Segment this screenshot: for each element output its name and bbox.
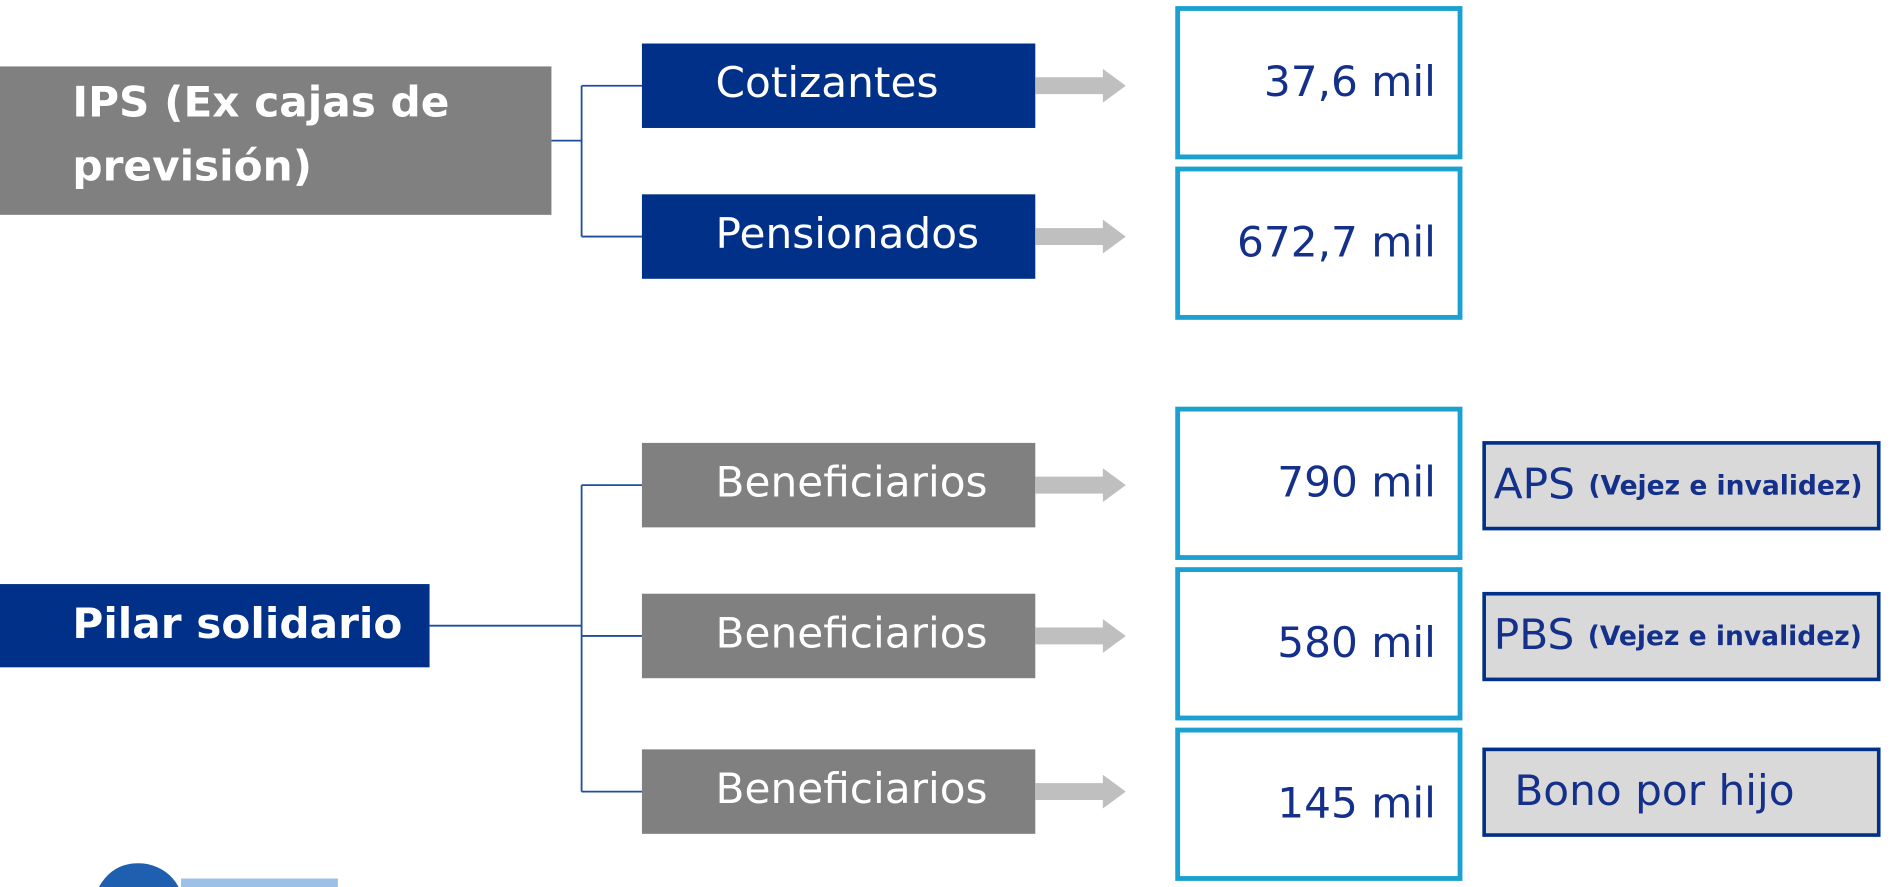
tag: Bono por hijo bbox=[1514, 765, 1794, 814]
branch-box bbox=[641, 749, 1036, 834]
arrow bbox=[1035, 619, 1126, 653]
tag-detail: (Vejez e invalidez) bbox=[1588, 470, 1862, 501]
value-box bbox=[1175, 6, 1463, 160]
tag-box bbox=[1482, 747, 1881, 837]
branch-label: Beneficiarios bbox=[716, 608, 988, 657]
arrow bbox=[1035, 774, 1126, 809]
tag: PBS (Vejez e invalidez) bbox=[1494, 610, 1862, 659]
tag-name: PBS bbox=[1494, 610, 1574, 659]
branch-label: Beneficiarios bbox=[716, 458, 988, 507]
tag-name: APS bbox=[1494, 459, 1575, 508]
group-label: Pilar solidario bbox=[72, 599, 402, 648]
tag-box bbox=[1482, 591, 1881, 682]
value-box bbox=[1175, 567, 1463, 721]
branch-label: Cotizantes bbox=[716, 58, 939, 107]
value: 672,7 mil bbox=[1237, 218, 1436, 267]
branch-box bbox=[641, 194, 1036, 279]
value-box bbox=[1175, 406, 1463, 560]
value: 37,6 mil bbox=[1264, 57, 1436, 106]
tag-box bbox=[1482, 441, 1881, 531]
branch-label: Beneficiarios bbox=[716, 764, 988, 813]
branch-label: Pensionados bbox=[716, 209, 980, 258]
group-label: IPS (Ex cajas de bbox=[72, 78, 449, 127]
value: 790 mil bbox=[1277, 458, 1436, 507]
arrow bbox=[1035, 68, 1126, 103]
tag-detail: (Vejez e invalidez) bbox=[1588, 621, 1862, 652]
value-box bbox=[1175, 166, 1463, 320]
branch-box bbox=[641, 442, 1036, 528]
logo bbox=[98, 863, 338, 887]
group-label: previsión) bbox=[72, 141, 312, 190]
arrow bbox=[1035, 219, 1126, 254]
branch-box bbox=[641, 593, 1036, 679]
group-box bbox=[0, 584, 430, 668]
tag: APS (Vejez e invalidez) bbox=[1494, 459, 1863, 508]
branch-box bbox=[641, 43, 1036, 128]
group-box bbox=[0, 66, 552, 215]
arrow bbox=[1035, 468, 1126, 503]
tag-name: Bono por hijo bbox=[1514, 765, 1794, 814]
value-box bbox=[1175, 727, 1463, 881]
value: 145 mil bbox=[1277, 779, 1436, 828]
value: 580 mil bbox=[1277, 618, 1436, 667]
